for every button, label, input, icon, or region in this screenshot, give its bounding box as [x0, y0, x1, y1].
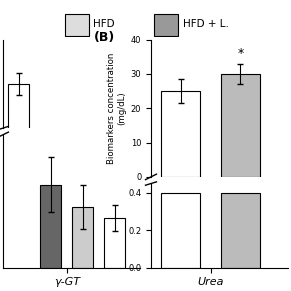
Bar	[72, 207, 93, 268]
Text: HFD: HFD	[93, 19, 115, 29]
Text: HFD + L.: HFD + L.	[182, 19, 228, 29]
Text: *: *	[237, 47, 244, 60]
Y-axis label: Biomarkers concentration
(mg/dL): Biomarkers concentration (mg/dL)	[107, 52, 127, 164]
Bar	[40, 185, 61, 268]
Bar	[104, 218, 125, 268]
Bar	[154, 14, 178, 36]
Bar	[65, 14, 89, 36]
Bar	[8, 84, 29, 291]
Bar	[162, 91, 200, 177]
Text: (B): (B)	[93, 31, 115, 44]
Bar	[221, 193, 260, 268]
Bar	[221, 74, 260, 177]
Bar	[162, 193, 200, 268]
